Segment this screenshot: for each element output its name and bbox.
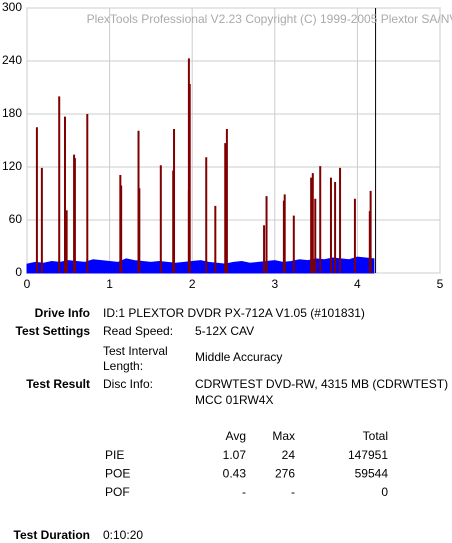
cell: 59544 — [355, 467, 389, 481]
label: Test Settings — [16, 324, 91, 338]
value: MCC 01RW4X — [195, 393, 273, 407]
cell: - — [291, 485, 295, 499]
value: 0:10:20 — [103, 528, 143, 542]
value: ID:1 PLEXTOR DVDR PX-712A V1.05 (#101831… — [103, 306, 365, 320]
row-label: POE — [105, 467, 130, 481]
label: Read Speed: — [103, 324, 173, 338]
cell: 0 — [381, 485, 388, 499]
plot — [26, 7, 441, 274]
x-tick-label: 5 — [437, 277, 444, 291]
label: Test Interval — [103, 344, 168, 358]
label: Test Duration — [14, 528, 90, 542]
y-tick-label: 120 — [2, 159, 22, 173]
value: Middle Accuracy — [195, 350, 282, 364]
pie-area — [26, 256, 375, 274]
label: Disc Info: — [103, 377, 153, 391]
watermark: PlexTools Professional V2.23 Copyright (… — [87, 12, 452, 26]
y-tick-label: 180 — [2, 106, 22, 120]
x-tick-label: 2 — [189, 277, 196, 291]
cell: 147951 — [348, 448, 388, 462]
y-tick-label: 300 — [2, 0, 22, 14]
value: CDRWTEST DVD-RW, 4315 MB (CDRWTEST) — [195, 377, 448, 391]
cell: 0.43 — [223, 467, 247, 481]
x-tick-label: 4 — [354, 277, 361, 291]
label: Length: — [103, 359, 143, 373]
y-tick-label: 0 — [15, 265, 22, 279]
cell: - — [242, 485, 246, 499]
y-tick-label: 60 — [9, 212, 23, 226]
x-tick-label: 1 — [106, 277, 113, 291]
column-header: Max — [272, 429, 295, 443]
row-label: POF — [105, 485, 130, 499]
column-header: Avg — [226, 429, 246, 443]
cell: 1.07 — [223, 448, 247, 462]
plot-area — [26, 7, 441, 274]
value: 5-12X CAV — [195, 324, 254, 338]
label: Test Result — [26, 377, 90, 391]
x-tick-label: 0 — [24, 277, 31, 291]
x-tick-label: 3 — [271, 277, 278, 291]
column-header: Total — [363, 429, 388, 443]
row-label: PIE — [105, 448, 124, 462]
stats-table: PIE 1.07 24 147951 POE 0.43 276 59544 POF - - 0 — [105, 448, 388, 499]
label: Drive Info — [35, 306, 90, 320]
cell: 276 — [275, 467, 295, 481]
cell: 24 — [282, 448, 296, 462]
y-tick-label: 240 — [2, 53, 22, 67]
